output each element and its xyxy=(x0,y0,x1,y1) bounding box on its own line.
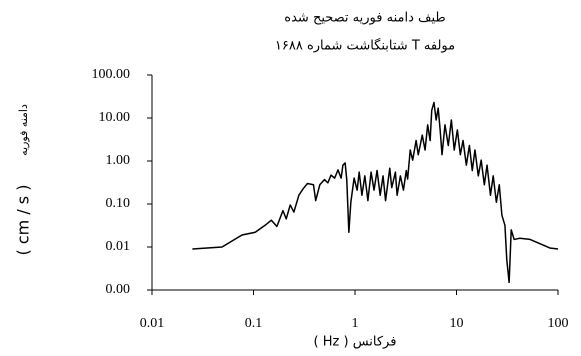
y-tick-label: 100.00 xyxy=(92,67,131,82)
y-axis-label: دامنه فوریه xyxy=(17,104,30,156)
x-tick-label: 1 xyxy=(352,316,359,331)
y-tick-label: 1.00 xyxy=(106,153,131,168)
y-tick-label: 0.00 xyxy=(106,282,131,297)
x-axis-label: فرکانس ( Hz ) xyxy=(314,335,397,350)
x-tick-label: 10 xyxy=(450,316,464,331)
chart-subtitle: مولفه T شتابنگاشت شماره ۱۶۸۸ xyxy=(275,38,455,54)
data-line xyxy=(192,101,559,284)
x-tick-label: 100 xyxy=(548,316,569,331)
x-tick-label: 0.01 xyxy=(140,316,165,331)
y-tick-label: 10.00 xyxy=(99,110,131,125)
y-tick-label: 0.10 xyxy=(106,196,131,211)
y-tick-label: 0.01 xyxy=(106,239,131,254)
x-tick-label: 0.1 xyxy=(245,316,263,331)
chart-title: طیف دامنه فوریه تصحیح شده xyxy=(284,11,445,26)
y-axis-unit: ( cm / s ) xyxy=(14,185,33,256)
